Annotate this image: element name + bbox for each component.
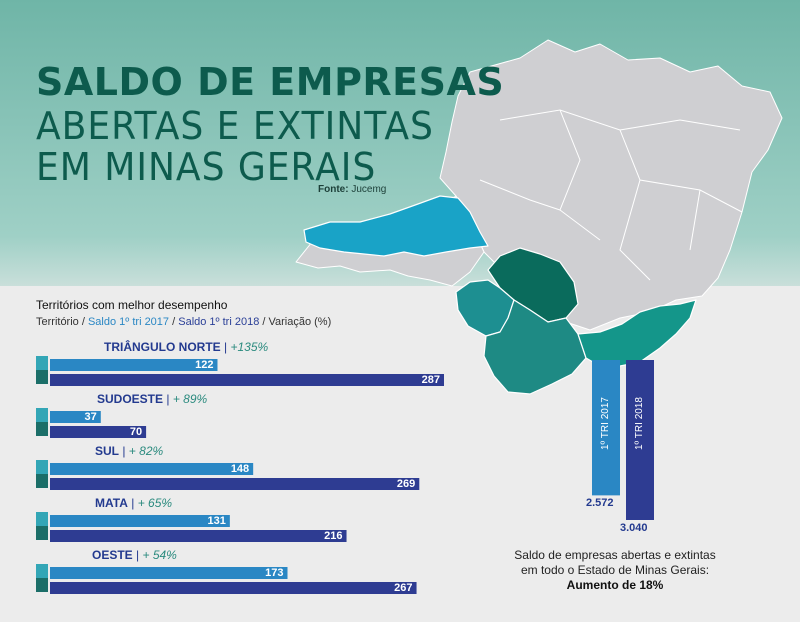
state-bar-label-0: 1º TRI 2017 [600,397,611,450]
bar-tab-dark-2 [36,474,48,488]
bar-value-2017-2: 148 [230,463,250,475]
legend-sep-1: / [172,316,176,328]
map-inner-lines [479,109,743,281]
bar-2017-1 [50,411,101,423]
map-region-triangulo-norte [303,195,489,257]
state-summary-note: Saldo de empresas abertas e extintas em … [505,548,725,593]
legend-sep-2: / Variação (%) [262,316,332,328]
region-separator: | [220,340,231,354]
region-variation: +135% [230,340,269,354]
region-label-3: MATA | + 65% [95,496,172,510]
state-bar-value-1: 3.040 [620,522,648,534]
bar-value-2018-2: 269 [396,478,416,490]
region-variation: + 65% [137,496,173,510]
bar-tab-dark-0 [36,370,48,384]
state-bar-label-1: 1º TRI 2018 [634,397,645,450]
region-name: MATA [95,496,128,510]
bar-2018-2 [50,478,420,490]
title-line-1: SALDO DE EMPRESAS [36,60,505,104]
bar-2018-1 [50,426,147,438]
state-bar-1 [626,360,654,520]
bar-tab-dark-1 [36,422,48,436]
bar-value-2017-1: 37 [84,411,97,423]
bar-2017-4 [50,567,288,579]
bar-value-2017-4: 173 [265,567,284,579]
bar-2017-2 [50,463,254,475]
region-name: TRIÂNGULO NORTE [104,340,221,354]
state-bar-0 [592,360,620,496]
title-line-3: EM MINAS GERAIS [36,145,377,189]
note-highlight: Aumento de 18% [566,578,664,592]
state-bar-value-0: 2.572 [586,497,614,510]
bar-2018-0 [50,374,444,386]
bar-2018-4 [50,582,417,594]
title-line-2: ABERTAS E EXTINTAS [36,104,434,148]
region-variation: + 82% [128,444,164,458]
region-label-1: SUDOESTE | + 89% [97,392,207,406]
bar-value-2018-1: 70 [129,426,143,438]
bar-value-2017-0: 122 [195,359,214,371]
source-label: Fonte: [318,184,349,195]
bar-tab-dark-3 [36,526,48,540]
bar-value-2017-3: 131 [207,515,226,527]
region-name: SUDOESTE [97,392,164,406]
region-variation: + 89% [172,392,208,406]
bar-value-2018-0: 287 [421,374,440,386]
legend-subheading: Território / Saldo 1º tri 2017 / Saldo 1… [36,316,331,328]
legend-territory: Território / [36,316,85,328]
bar-value-2018-3: 216 [324,530,343,542]
source-value: Jucemg [351,184,387,195]
note-line-2: em todo o Estado de Minas Gerais: [520,563,710,577]
bar-tab-dark-4 [36,578,48,592]
note-line-1: Saldo de empresas abertas e extintas [514,548,716,562]
region-separator: | [163,392,173,406]
bar-2017-3 [50,515,230,527]
region-separator: | [132,548,143,562]
bar-2018-3 [50,530,347,542]
region-label-2: SUL | + 82% [95,444,163,458]
source-credit: Fonte: Jucemg [318,184,386,195]
region-separator: | [119,444,129,458]
region-label-0: TRIÂNGULO NORTE | +135% [104,340,268,354]
legend-heading: Territórios com melhor desempenho [36,298,228,312]
legend-2017: Saldo 1º tri 2017 [87,316,170,328]
region-variation: + 54% [142,548,177,562]
bar-2017-0 [50,359,218,371]
legend-2018: Saldo 1º tri 2018 [178,316,260,328]
region-label-4: OESTE | + 54% [92,548,177,562]
region-name: SUL [95,444,119,458]
bar-value-2018-4: 267 [394,582,413,594]
region-name: OESTE [92,548,133,562]
region-separator: | [127,496,138,510]
